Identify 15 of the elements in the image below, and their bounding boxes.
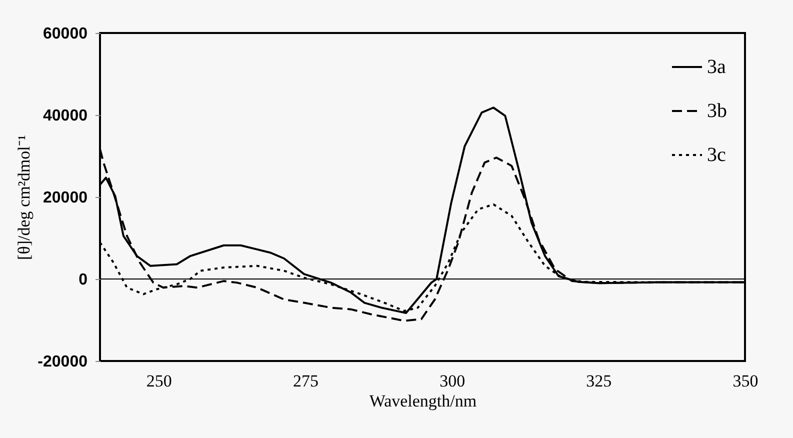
x-axis-title: Wavelength/nm bbox=[369, 392, 477, 410]
x-tick-label: 250 bbox=[146, 372, 172, 390]
legend-label: 3c bbox=[707, 144, 726, 166]
x-tick-label: 275 bbox=[292, 372, 318, 390]
x-tick-label: 325 bbox=[586, 372, 612, 390]
legend-label: 3a bbox=[707, 56, 726, 78]
legend-label: 3b bbox=[707, 100, 727, 122]
y-tick-label: 60000 bbox=[43, 26, 88, 42]
y-tick-label: 20000 bbox=[43, 190, 88, 206]
y-axis-title: [θ]/deg cm²dmol⁻¹ bbox=[14, 135, 34, 260]
x-tick-label: 300 bbox=[440, 372, 466, 390]
y-tick-label: 0 bbox=[78, 272, 88, 288]
y-tick-label: 40000 bbox=[43, 108, 88, 124]
x-tick-label: 350 bbox=[732, 372, 758, 390]
y-tick-label: -20000 bbox=[38, 354, 88, 370]
